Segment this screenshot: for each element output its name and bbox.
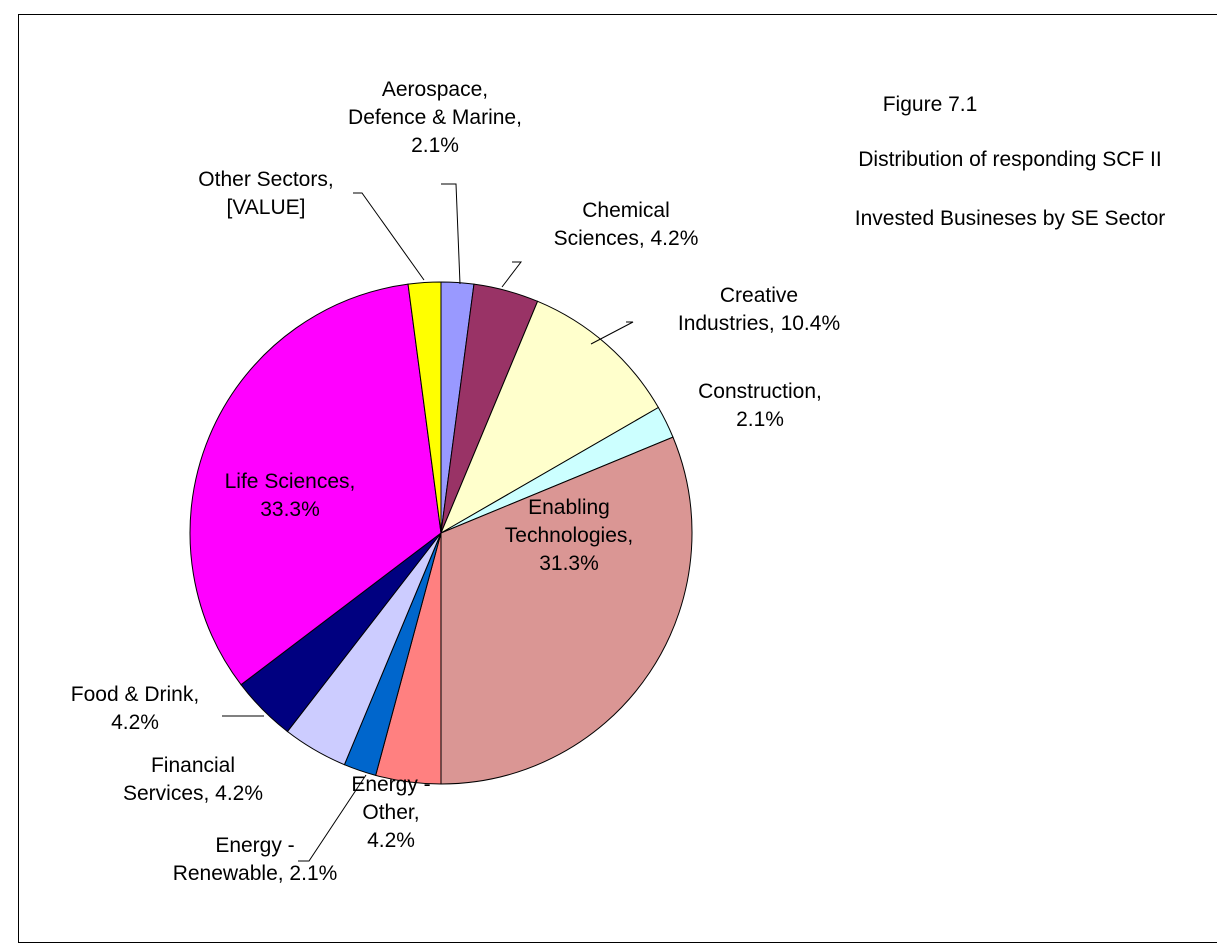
slice-label-line: Financial: [151, 754, 235, 777]
slice-label-line: Chemical: [582, 199, 670, 222]
slice-label: Chemical Sciences, 4.2%: [554, 199, 699, 250]
slice-label-line: Creative: [720, 284, 798, 307]
figure-title-line-1: Distribution of responding SCF II: [858, 148, 1162, 171]
slice-label: Aerospace, Defence & Marine, 2.1%: [348, 78, 522, 157]
pie-slice-life-sciences: [189, 283, 442, 686]
slice-label-line: Renewable, 2.1%: [173, 862, 338, 885]
slice-label-line: Defence & Marine,: [348, 106, 522, 129]
slice-label: Enabling Technologies, 31.3%: [505, 496, 633, 575]
slice-label-line: Food & Drink,: [71, 683, 199, 706]
slice-label: Food & Drink, 4.2%: [71, 683, 199, 734]
slice-label: Other Sectors, [VALUE]: [198, 168, 333, 219]
slice-label-line: Other,: [362, 801, 419, 824]
slice-label-line: Technologies,: [505, 524, 633, 547]
slice-label: Creative Industries, 10.4%: [678, 284, 840, 335]
slice-label-line: [VALUE]: [227, 196, 306, 219]
slice-label-line: Energy -: [351, 773, 430, 796]
slice-label-line: Industries, 10.4%: [678, 312, 840, 335]
leader-line: [298, 774, 367, 862]
slice-label-line: 2.1%: [411, 134, 459, 157]
slice-label-line: Aerospace,: [382, 78, 488, 101]
pie-slice-enabling-technologies: [440, 436, 693, 785]
slice-label: Construction, 2.1%: [698, 380, 822, 431]
slice-label: Energy - Renewable, 2.1%: [173, 834, 338, 885]
slice-label-line: 4.2%: [367, 829, 415, 852]
slice-label-line: Services, 4.2%: [123, 782, 263, 805]
leader-line: [441, 183, 461, 285]
slice-label-line: 2.1%: [736, 408, 784, 431]
slice-label-line: Sciences, 4.2%: [554, 227, 699, 250]
slice-label: Energy - Other, 4.2%: [351, 773, 430, 852]
slice-label-line: Energy -: [215, 834, 294, 857]
figure-title-line-2: Invested Busineses by SE Sector: [854, 207, 1166, 230]
pie-slice-creative-industries: [439, 300, 660, 535]
slices-layer: [189, 281, 693, 785]
slice-labels-layer: Aerospace, Defence & Marine, 2.1% Chemical S…: [71, 78, 840, 885]
leader-line: [353, 192, 425, 281]
leader-line: [501, 261, 523, 288]
pie-slice-other-sectors: [407, 281, 442, 534]
leader-lines-layer: [222, 183, 634, 862]
slice-label-line: Life Sciences,: [225, 470, 356, 493]
slice-label-line: 33.3%: [260, 498, 320, 521]
slice-label-line: Other Sectors,: [198, 168, 333, 191]
figure-number: Figure 7.1: [882, 93, 978, 116]
leader-line: [590, 321, 634, 345]
slice-label-line: Enabling: [528, 496, 610, 519]
slice-label-line: 4.2%: [111, 711, 159, 734]
slice-label: Life Sciences, 33.3%: [225, 470, 356, 521]
slice-label-line: Construction,: [698, 380, 822, 403]
slice-label: Financial Services, 4.2%: [123, 754, 263, 805]
slice-label-line: 31.3%: [539, 552, 599, 575]
